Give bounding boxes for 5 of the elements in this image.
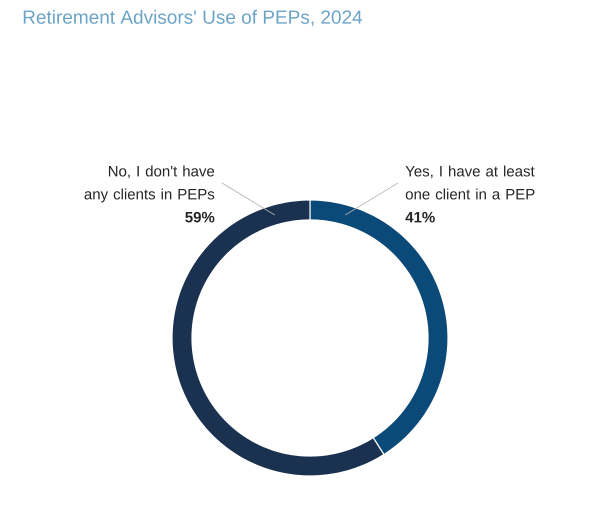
data-label: 41% [405, 212, 435, 222]
chart-title: Retirement Advisors' Use of PEPs, 2024 [24, 10, 362, 26]
slice-label: Yes, I have at least one client in a PEP [406, 166, 535, 200]
data-label: 59% [185, 212, 214, 222]
slice-label: No, I don't have any clients in PEPs [84, 165, 214, 202]
